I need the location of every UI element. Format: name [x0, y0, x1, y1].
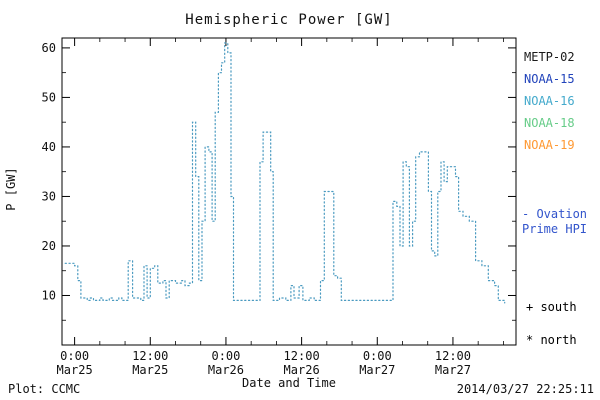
hpi-data-trace [64, 42, 506, 304]
plot-frame [61, 37, 517, 346]
x-tick-date: Mar26 [208, 363, 244, 377]
south-marker-label: + south [526, 300, 577, 314]
legend-item-noaa-15: NOAA-15 [524, 72, 575, 86]
satellite-legend: METP-02 NOAA-15 NOAA-16 NOAA-18 NOAA-19 [524, 46, 575, 156]
x-tick-time: 12:00 [132, 349, 168, 363]
x-tick-time: 12:00 [284, 349, 320, 363]
plot-source-label: Plot: CCMC [8, 382, 81, 396]
plot-timestamp: 2014/03/27 22:25:11 [456, 382, 594, 396]
y-tick-label: 50 [42, 90, 56, 104]
x-tick-date: Mar26 [284, 363, 320, 377]
legend-item-noaa-18: NOAA-18 [524, 116, 575, 130]
x-tick-time: 12:00 [435, 349, 471, 363]
x-tick-date: Mar25 [57, 363, 93, 377]
y-tick-label: 10 [42, 288, 56, 302]
chart-title: Hemispheric Power [GW] [185, 12, 393, 28]
ovation-line1: - Ovation [522, 207, 588, 221]
ovation-line2: Prime HPI [522, 222, 588, 236]
y-tick-label: 60 [42, 41, 56, 55]
north-marker-label: * north [526, 333, 577, 347]
x-axis-label: Date and Time [242, 376, 336, 390]
x-tick-time: 0:00 [211, 349, 240, 363]
legend-item-noaa-16: NOAA-16 [524, 94, 575, 108]
x-tick-date: Mar27 [359, 363, 395, 377]
legend-item-noaa-19: NOAA-19 [524, 138, 575, 152]
y-tick-label: 40 [42, 140, 56, 154]
ovation-prime-label: - Ovation Prime HPI [522, 207, 587, 237]
y-tick-label: 20 [42, 239, 56, 253]
x-tick-date: Mar27 [435, 363, 471, 377]
y-tick-label: 30 [42, 189, 56, 203]
x-tick-time: 0:00 [363, 349, 392, 363]
x-tick-date: Mar25 [132, 363, 168, 377]
legend-item-metp-02: METP-02 [524, 50, 575, 64]
x-tick-time: 0:00 [60, 349, 89, 363]
